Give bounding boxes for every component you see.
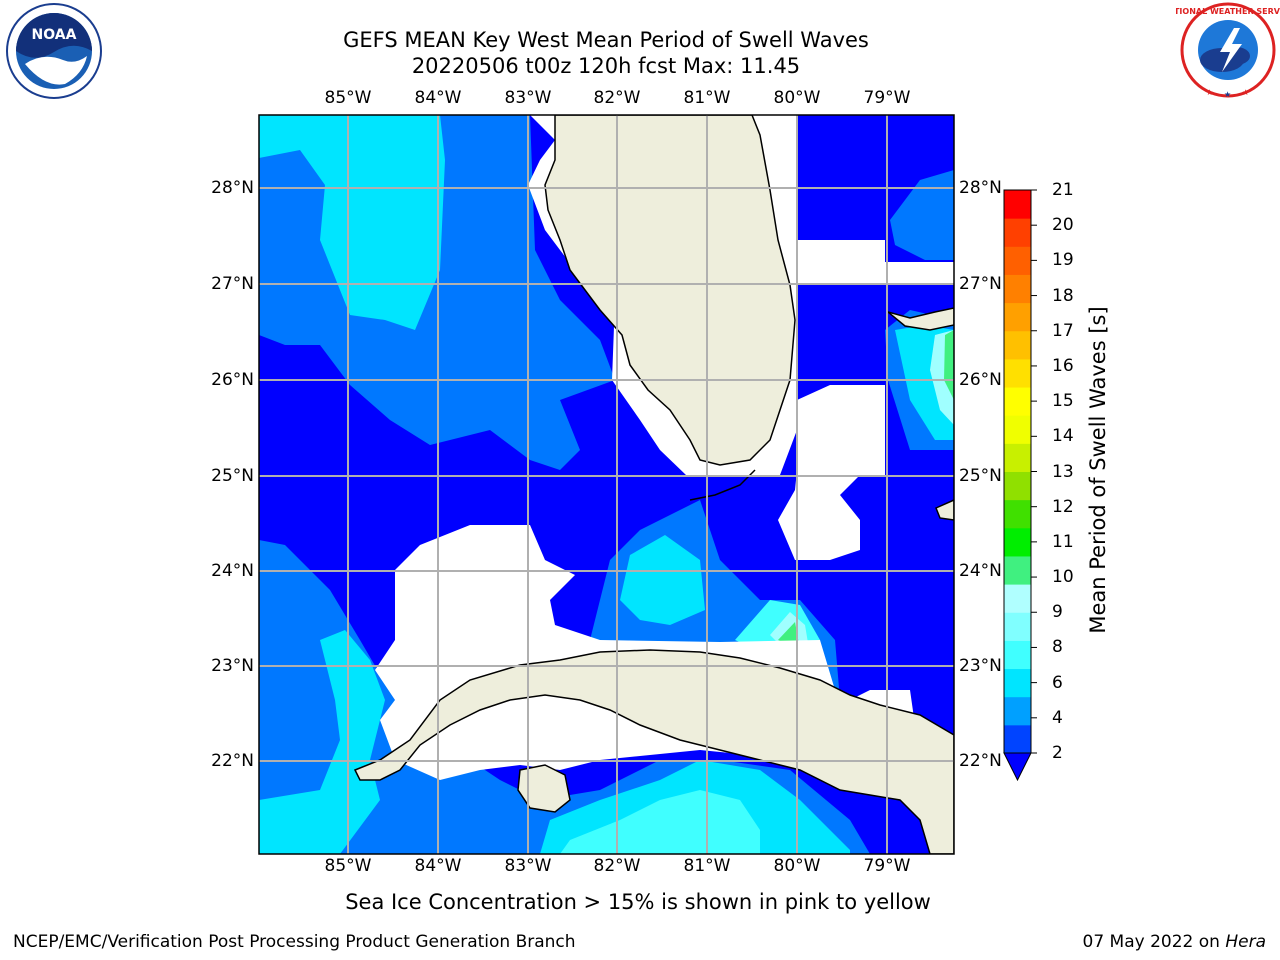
lat-label-left: 28°N	[211, 178, 254, 198]
noaa-logo: NOAA	[6, 3, 102, 99]
colorbar-under-triangle	[1003, 752, 1032, 782]
colorbar-segment	[1004, 640, 1031, 670]
colorbar-segment	[1004, 584, 1031, 613]
colorbar-segment	[1004, 415, 1031, 444]
sea-ice-note: Sea Ice Concentration > 15% is shown in …	[345, 890, 931, 914]
colorbar-segment	[1004, 358, 1031, 388]
map-title-line2: 20220506 t00z 120h fcst Max: 11.45	[411, 54, 801, 78]
colorbar-tick-label: 2	[1052, 743, 1063, 763]
colorbar-tick-label: 15	[1052, 391, 1074, 412]
footer-credit: NCEP/EMC/Verification Post Processing Pr…	[13, 932, 576, 952]
lon-label-top: 80°W	[773, 88, 821, 108]
swell-zone-6-7-straits	[620, 535, 705, 625]
lon-label-bottom: 85°W	[324, 856, 372, 876]
svg-text:★: ★	[1206, 88, 1213, 97]
colorbar-segment	[1004, 218, 1031, 247]
map-frame	[258, 114, 955, 855]
colorbar-tick-label: 13	[1052, 461, 1074, 482]
colorbar-tick-label: 19	[1052, 250, 1074, 271]
noaa-logo-text: NOAA	[32, 27, 77, 43]
colorbar-tick-label: 8	[1052, 637, 1063, 658]
colorbar-tick-label: 16	[1052, 355, 1074, 376]
lat-label-right: 27°N	[959, 274, 1002, 294]
colorbar-segment	[1004, 274, 1031, 304]
colorbar-segment	[1004, 443, 1031, 472]
lat-label-right: 22°N	[959, 751, 1002, 771]
lon-label-bottom: 81°W	[683, 856, 731, 876]
colorbar-segment	[1004, 696, 1031, 726]
colorbar-tick-label: 18	[1052, 285, 1074, 306]
lat-label-left: 27°N	[211, 274, 254, 294]
lat-label-right: 26°N	[959, 370, 1002, 390]
swell-zone-6-7-northwest	[259, 115, 445, 330]
colorbar	[1003, 189, 1037, 782]
masked-area-east-2	[778, 385, 885, 560]
florida-keys	[689, 469, 756, 501]
land-bahamas	[887, 307, 954, 331]
colorbar-tick-label: 9	[1052, 602, 1063, 623]
swell-zone-7-8-south	[560, 790, 760, 854]
colorbar-segment	[1004, 724, 1031, 754]
svg-text:★: ★	[1224, 90, 1231, 99]
swell-zone-9-10-east	[944, 330, 954, 400]
lon-label-top: 83°W	[504, 88, 552, 108]
swell-zone-6-7-southwest	[259, 630, 385, 854]
lon-label-top: 79°W	[863, 88, 911, 108]
map-gridlines	[259, 115, 954, 854]
colorbar-tick-label: 6	[1052, 672, 1063, 693]
colorbar-label: Mean Period of Swell Waves [s]	[1086, 306, 1110, 634]
colorbar-segment	[1004, 330, 1031, 360]
colorbar-segment	[1004, 387, 1031, 416]
colorbar-tick-label: 21	[1052, 180, 1074, 200]
colorbar-tick-label: 4	[1052, 707, 1063, 728]
colorbar-tick-label: 14	[1052, 426, 1074, 447]
lat-label-left: 26°N	[211, 370, 254, 390]
land-bahamas-south	[935, 499, 954, 521]
colorbar-tick-label: 12	[1052, 496, 1074, 517]
swell-zone-4-6-northeast	[890, 170, 954, 260]
colorbar-segment	[1004, 190, 1031, 219]
lat-label-right: 25°N	[959, 466, 1002, 486]
nws-logo: NATIONAL WEATHER SERVICE ★ ★ ★	[1176, 2, 1280, 99]
colorbar-tick-label: 10	[1052, 567, 1074, 588]
lat-label-left: 24°N	[211, 561, 254, 581]
nws-logo-text: NATIONAL WEATHER SERVICE	[1176, 7, 1280, 16]
colorbar-segment	[1004, 471, 1031, 501]
colorbar-tick-label: 20	[1052, 215, 1074, 236]
lon-label-bottom: 83°W	[504, 856, 552, 876]
lat-label-left: 25°N	[211, 466, 254, 486]
lon-label-bottom: 80°W	[773, 856, 821, 876]
colorbar-segment	[1004, 302, 1031, 332]
lat-label-right: 24°N	[959, 561, 1002, 581]
land-florida	[544, 115, 796, 466]
lat-label-left: 23°N	[211, 656, 254, 676]
masked-area-florida-east	[750, 115, 797, 190]
colorbar-segment	[1004, 612, 1031, 641]
colorbar-segment	[1004, 555, 1031, 585]
lat-label-right: 28°N	[959, 178, 1002, 198]
lat-label-right: 23°N	[959, 656, 1002, 676]
map-title-line1: GEFS MEAN Key West Mean Period of Swell …	[343, 28, 869, 52]
lon-label-bottom: 82°W	[593, 856, 641, 876]
colorbar-segment	[1004, 499, 1031, 529]
lon-label-bottom: 84°W	[414, 856, 462, 876]
colorbar-tick-label: 17	[1052, 320, 1074, 341]
land-cuba	[353, 649, 954, 854]
colorbar-segment	[1004, 668, 1031, 698]
land-isla-juventud	[517, 764, 571, 813]
lon-label-top: 81°W	[683, 88, 731, 108]
svg-text:★: ★	[1242, 88, 1249, 97]
colorbar-segment	[1004, 527, 1031, 557]
lat-label-left: 22°N	[211, 751, 254, 771]
lon-label-top: 85°W	[324, 88, 372, 108]
colorbar-tick-label: 11	[1052, 531, 1074, 552]
lon-label-top: 84°W	[414, 88, 462, 108]
masked-area-east-1	[797, 240, 954, 285]
lon-label-top: 82°W	[593, 88, 641, 108]
footer-date: 07 May 2022 on Hera	[1082, 932, 1267, 952]
lon-label-bottom: 79°W	[863, 856, 911, 876]
colorbar-segment	[1004, 246, 1031, 275]
